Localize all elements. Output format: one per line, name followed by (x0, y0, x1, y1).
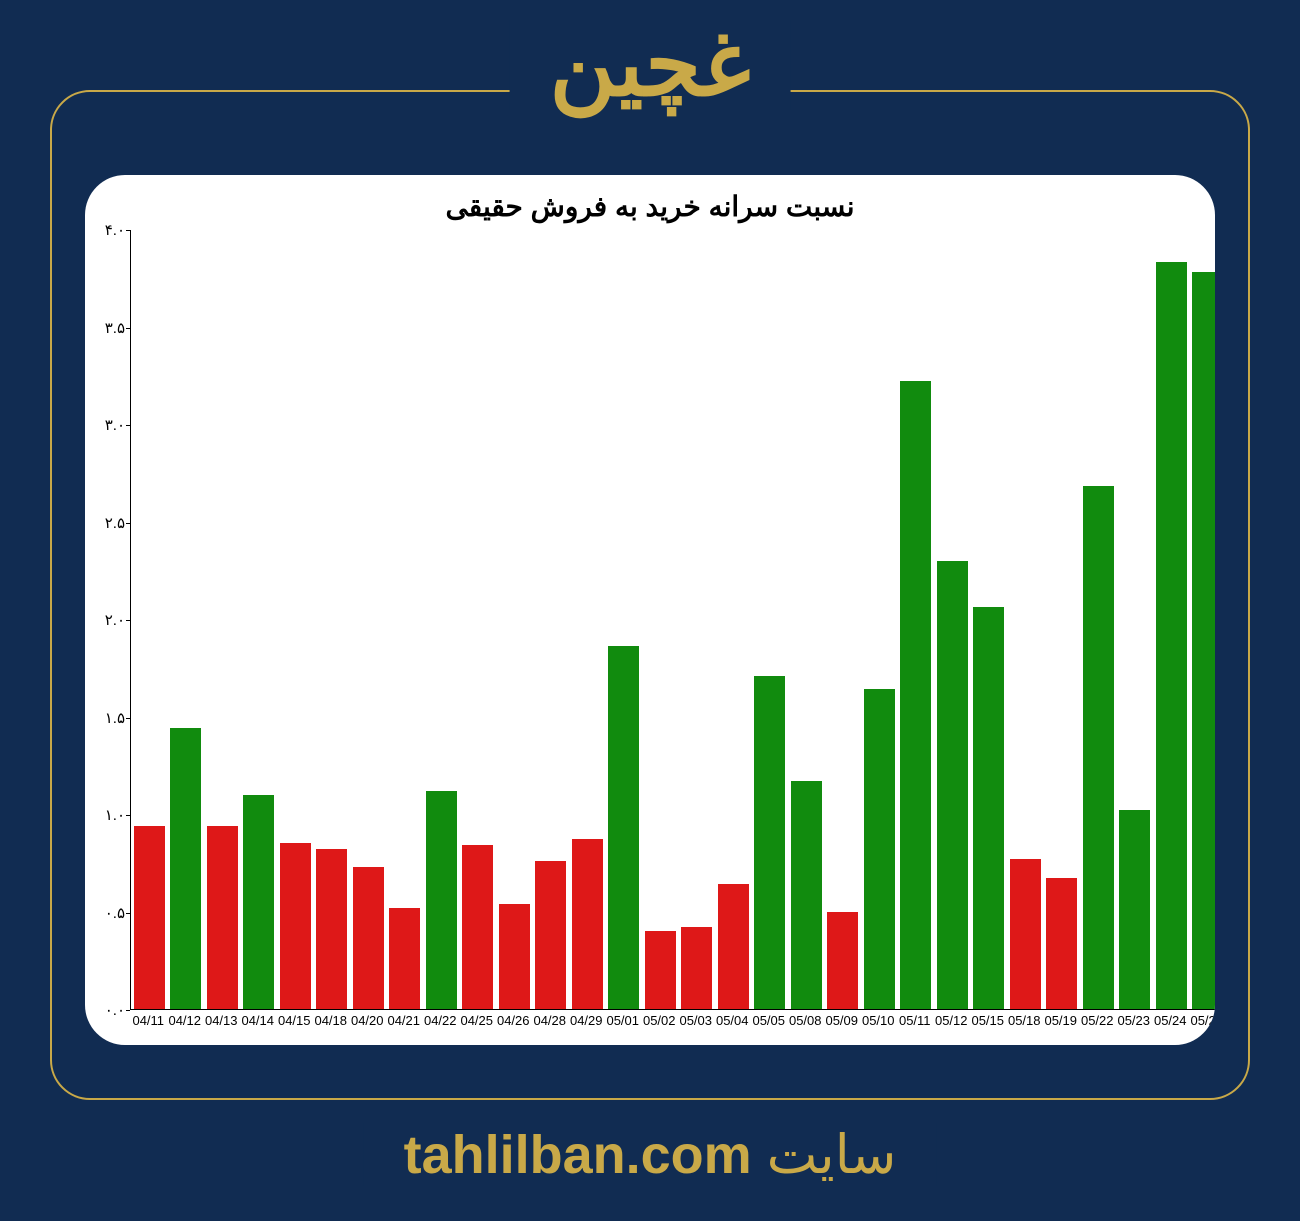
x-tick-label: 04/15 (278, 1013, 311, 1028)
x-tick-label: 04/11 (132, 1013, 164, 1028)
x-tick-label: 05/09 (825, 1013, 858, 1028)
bar (316, 849, 347, 1009)
x-tick-label: 05/08 (789, 1013, 822, 1028)
bar (170, 728, 201, 1009)
x-tick-label: 05/05 (752, 1013, 785, 1028)
bar (462, 845, 493, 1009)
y-tick-label: ۳.۰ (95, 416, 125, 434)
y-tick-label: ۰.۵ (95, 904, 125, 922)
bar (1046, 878, 1077, 1009)
x-tick-label: 04/12 (168, 1013, 201, 1028)
bar (937, 561, 968, 1010)
bar (499, 904, 530, 1009)
x-tick-label: 04/20 (351, 1013, 384, 1028)
chart-panel: نسبت سرانه خرید به فروش حقیقی ۰.۰ ۰.۵ ۱.۰ ۱… (85, 175, 1215, 1045)
x-tick-label: 05/24 (1154, 1013, 1187, 1028)
bar (280, 843, 311, 1009)
x-tick-label: 05/03 (679, 1013, 712, 1028)
y-tick-label: ۲.۵ (95, 514, 125, 532)
bar (1156, 262, 1187, 1009)
x-tick-label: 05/10 (862, 1013, 895, 1028)
bar (426, 791, 457, 1009)
y-tick-label: ۲.۰ (95, 611, 125, 629)
x-tick-label: 04/26 (497, 1013, 530, 1028)
bar (864, 689, 895, 1009)
y-tick-label: ۱.۰ (95, 806, 125, 824)
y-tick-label: ۰.۰ (95, 1001, 125, 1019)
x-tick-label: 05/22 (1081, 1013, 1114, 1028)
x-tick-label: 04/14 (241, 1013, 274, 1028)
chart-title: نسبت سرانه خرید به فروش حقیقی (85, 190, 1215, 223)
bar (827, 912, 858, 1010)
x-tick-label: 04/13 (205, 1013, 238, 1028)
bar (389, 908, 420, 1009)
x-tick-label: 04/18 (314, 1013, 347, 1028)
y-tick-label: ۱.۵ (95, 709, 125, 727)
x-tick-label: 04/22 (424, 1013, 457, 1028)
footer-site-label: سایت (767, 1125, 897, 1185)
bar (1119, 810, 1150, 1009)
bar (900, 381, 931, 1009)
x-tick-label: 05/19 (1044, 1013, 1077, 1028)
x-tick-label: 05/01 (606, 1013, 639, 1028)
bar (572, 839, 603, 1009)
x-tick-label: 05/15 (971, 1013, 1004, 1028)
bar (1192, 272, 1215, 1009)
bar (681, 927, 712, 1009)
x-tick-label: 05/11 (899, 1013, 931, 1028)
header-title: غچین (550, 20, 751, 110)
y-tick-label: ۳.۵ (95, 319, 125, 337)
bar (973, 607, 1004, 1009)
bar (243, 795, 274, 1010)
plot-area (130, 230, 1215, 1010)
x-tick-label: 04/25 (460, 1013, 493, 1028)
header-title-container: غچین (510, 20, 791, 110)
x-tick-label: 04/21 (387, 1013, 420, 1028)
y-tick-label: ۴.۰ (95, 221, 125, 239)
bar (608, 646, 639, 1009)
x-tick-label: 05/12 (935, 1013, 968, 1028)
x-tick-label: 04/28 (533, 1013, 566, 1028)
bar (1083, 486, 1114, 1009)
x-tick-label: 05/04 (716, 1013, 749, 1028)
bar (1010, 859, 1041, 1009)
bar (754, 676, 785, 1009)
bar (207, 826, 238, 1009)
bar (535, 861, 566, 1009)
bar (353, 867, 384, 1009)
x-tick-label: 05/18 (1008, 1013, 1041, 1028)
bar (791, 781, 822, 1009)
bar (718, 884, 749, 1009)
x-tick-label: 05/25 (1190, 1013, 1215, 1028)
footer-url: tahlilban.com (404, 1125, 752, 1185)
x-tick-label: 05/23 (1117, 1013, 1150, 1028)
footer: tahlilban.com سایت (364, 1123, 937, 1186)
bar (645, 931, 676, 1009)
x-tick-label: 04/29 (570, 1013, 603, 1028)
bar (134, 826, 165, 1009)
x-tick-label: 05/02 (643, 1013, 676, 1028)
